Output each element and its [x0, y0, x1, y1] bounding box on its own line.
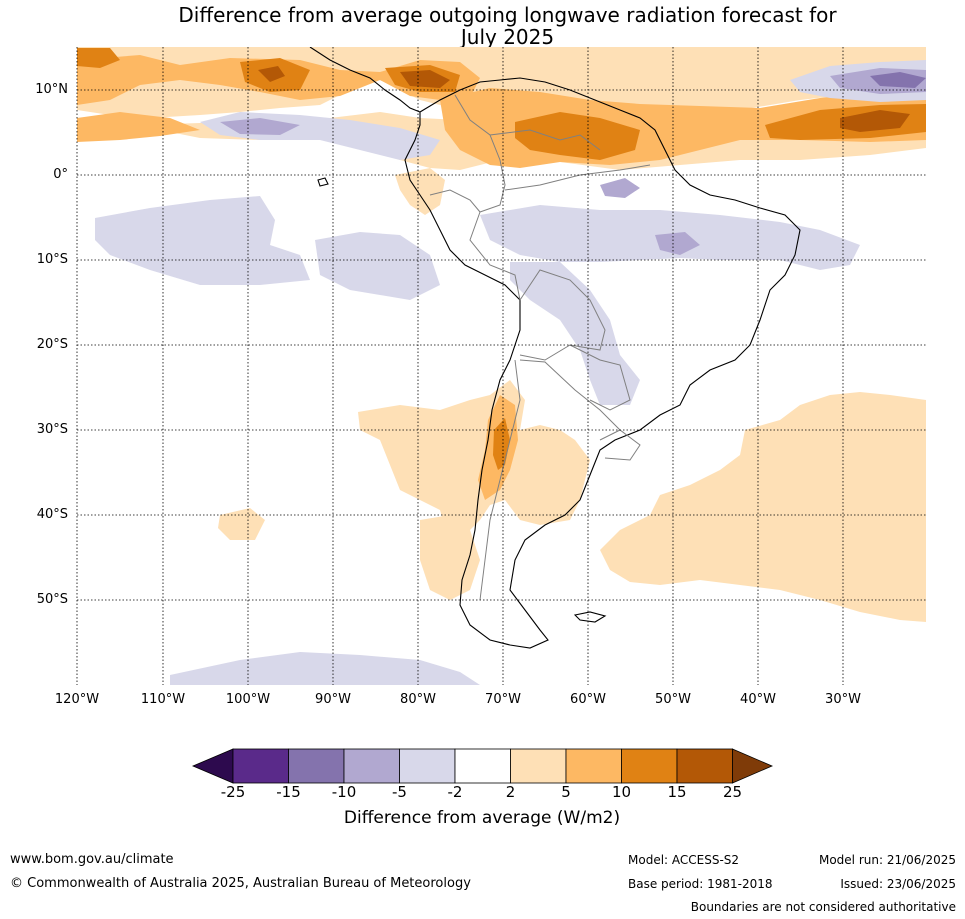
lon-label-70w: 70°W: [485, 692, 521, 707]
lat-label-50s: 50°S: [36, 592, 68, 607]
gridlines: [76, 47, 926, 685]
lat-label-20s: 20°S: [36, 337, 68, 352]
anomaly-south-atlantic-light: [600, 392, 926, 622]
falkland-islands: [573, 611, 607, 623]
country-borders: [429, 94, 651, 601]
anomaly-field: [77, 47, 926, 685]
anomaly-atlantic-darkest: [840, 110, 910, 132]
map-title-line1: Difference from average outgoing longwav…: [178, 3, 837, 27]
anomaly-ne-purple-dark: [870, 72, 926, 88]
lon-label-50w: 50°W: [655, 692, 691, 707]
border-argentina-north: [519, 359, 621, 431]
colorbar-bin-p15-p25: [676, 748, 733, 784]
anomaly-pacific-small: [218, 508, 265, 540]
anomaly-north-dark: [77, 48, 120, 68]
colorbar: [191, 748, 774, 784]
anomaly-south-pacific-purple: [170, 652, 480, 685]
lon-label-100w: 100°W: [225, 692, 271, 707]
footer-issued: Issued: 23/06/2025: [840, 877, 956, 891]
lon-label-80w: 80°W: [400, 692, 436, 707]
colorbar-tick: -10: [331, 783, 357, 801]
anomaly-north-darkest: [400, 70, 450, 88]
colorbar-extend-max: [732, 748, 774, 784]
colorbar-bin-n10-n5: [343, 748, 400, 784]
lat-label-10n: 10°N: [35, 82, 68, 97]
colorbar-tick: 15: [667, 783, 687, 801]
colorbar-label: Difference from average (W/m2): [343, 808, 621, 828]
border-uruguay: [599, 429, 641, 461]
anomaly-patagonia-light: [420, 515, 480, 600]
map-title-line2: July 2025: [460, 25, 555, 49]
footer-model-run: Model run: 21/06/2025: [818, 853, 956, 867]
anomaly-bolivia-purple: [510, 262, 640, 405]
anomaly-south-pacific-light: [358, 380, 590, 550]
lon-label-60w: 60°W: [570, 692, 606, 707]
colorbar-extend-min: [191, 748, 234, 784]
colorbar-bin-p10-p15: [621, 748, 678, 784]
colorbar-bin-n15-n10: [288, 748, 345, 784]
border-paraguay: [569, 344, 631, 411]
colorbar-tick: -5: [392, 783, 407, 801]
footer-base-period: Base period: 1981-2018: [628, 877, 773, 891]
anomaly-colombia-light: [395, 168, 445, 215]
border-venezuela: [489, 129, 601, 151]
colorbar-bin-p2-p5: [510, 748, 567, 784]
lat-label-10s: 10°S: [36, 252, 68, 267]
galapagos: [317, 177, 329, 187]
lon-label-30w: 30°W: [825, 692, 861, 707]
map-title: Difference from average outgoing longwav…: [60, 4, 955, 48]
footer-copyright: © Commonwealth of Australia 2025, Austra…: [10, 876, 471, 891]
anomaly-north-purple-medium: [220, 118, 300, 135]
border-colombia: [454, 94, 506, 213]
anomaly-band-north-medium-2: [77, 112, 200, 142]
border-peru: [469, 211, 521, 301]
border-argentina-chile: [479, 359, 521, 601]
colorbar-tick: 25: [722, 783, 743, 801]
footer-website[interactable]: www.bom.gov.au/climate: [10, 852, 174, 867]
colorbar-bin-p5-p10: [565, 748, 622, 784]
lon-label-110w: 110°W: [140, 692, 186, 707]
footer-model: Model: ACCESS-S2: [628, 853, 740, 867]
lon-label-40w: 40°W: [740, 692, 776, 707]
footer-disclaimer: Boundaries are not considered authoritat…: [690, 900, 956, 914]
lon-label-120w: 120°W: [54, 692, 100, 707]
anomaly-north-darkest-2: [258, 66, 285, 82]
lat-label-40s: 40°S: [36, 507, 68, 522]
anomaly-brazil-purple-medium: [655, 232, 700, 255]
colorbar-tick: -15: [276, 783, 301, 801]
lon-label-90w: 90°W: [315, 692, 351, 707]
lat-label-30s: 30°S: [36, 422, 68, 437]
anomaly-pacific-purple: [95, 196, 310, 285]
colorbar-tick: -2: [447, 783, 463, 801]
anomaly-guyana-purple: [600, 178, 640, 198]
border-ecuador: [429, 189, 481, 213]
colorbar-bin-n5-n2: [399, 748, 456, 784]
colorbar-tick: -25: [220, 783, 246, 801]
border-bolivia: [519, 269, 606, 361]
colorbar-bin-n2-p2: [454, 748, 511, 784]
border-brazil-north: [504, 164, 651, 191]
colorbar-tick: 10: [611, 783, 632, 801]
anomaly-pacific-purple-2: [315, 232, 440, 300]
lat-label-0: 0°: [53, 167, 68, 182]
colorbar-tick: 2: [505, 783, 516, 801]
colorbar-bin-n25-n15: [232, 748, 289, 784]
colorbar-tick: 5: [561, 783, 571, 801]
